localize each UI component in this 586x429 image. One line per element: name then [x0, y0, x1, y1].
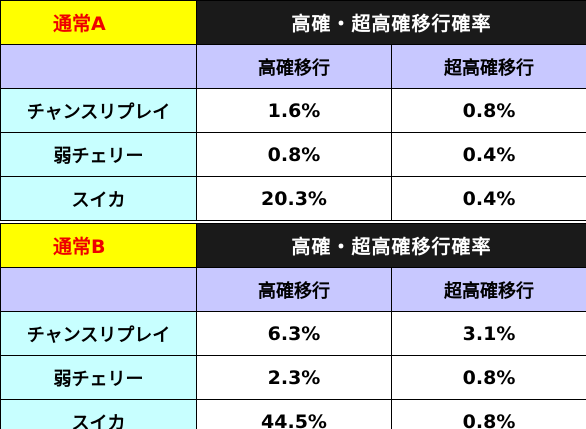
value-cell-high: 44.5%	[196, 399, 392, 429]
row-label: 弱チェリー	[0, 132, 197, 177]
value-cell-high: 0.8%	[196, 132, 392, 177]
value-cell-super-high: 0.8%	[390, 355, 586, 400]
value-cell-high: 20.3%	[196, 176, 392, 221]
value-cell-super-high: 3.1%	[390, 311, 586, 356]
rate-table-a: 通常A 高確・超高確移行確率 高確移行 超高確移行 チャンスリプレイ 1.6% …	[0, 0, 586, 221]
header-blank-cell	[0, 44, 197, 89]
row-label: チャンスリプレイ	[0, 311, 197, 356]
row-label: スイカ	[0, 399, 197, 429]
column-header-row: 高確移行 超高確移行	[0, 44, 586, 89]
value-cell-super-high: 0.8%	[390, 88, 586, 133]
column-header-super-high: 超高確移行	[390, 267, 586, 312]
value-cell-super-high: 0.8%	[390, 399, 586, 429]
table-title-row: 通常B 高確・超高確移行確率	[0, 223, 586, 268]
table-row: チャンスリプレイ 6.3% 3.1%	[0, 311, 586, 356]
value-cell-super-high: 0.4%	[390, 176, 586, 221]
mode-label: 通常B	[0, 223, 197, 268]
column-header-high: 高確移行	[196, 44, 392, 89]
value-cell-high: 2.3%	[196, 355, 392, 400]
value-cell-high: 6.3%	[196, 311, 392, 356]
mode-label: 通常A	[0, 0, 197, 45]
table-title: 高確・超高確移行確率	[195, 223, 586, 268]
table-row: チャンスリプレイ 1.6% 0.8%	[0, 88, 586, 133]
rate-table-b: 通常B 高確・超高確移行確率 高確移行 超高確移行 チャンスリプレイ 6.3% …	[0, 223, 586, 429]
header-blank-cell	[0, 267, 197, 312]
column-header-super-high: 超高確移行	[390, 44, 586, 89]
value-cell-high: 1.6%	[196, 88, 392, 133]
table-row: スイカ 20.3% 0.4%	[0, 176, 586, 221]
row-label: スイカ	[0, 176, 197, 221]
table-row: スイカ 44.5% 0.8%	[0, 399, 586, 429]
column-header-row: 高確移行 超高確移行	[0, 267, 586, 312]
value-cell-super-high: 0.4%	[390, 132, 586, 177]
table-row: 弱チェリー 0.8% 0.4%	[0, 132, 586, 177]
row-label: 弱チェリー	[0, 355, 197, 400]
row-label: チャンスリプレイ	[0, 88, 197, 133]
column-header-high: 高確移行	[196, 267, 392, 312]
table-title-row: 通常A 高確・超高確移行確率	[0, 0, 586, 45]
table-title: 高確・超高確移行確率	[195, 0, 586, 45]
table-row: 弱チェリー 2.3% 0.8%	[0, 355, 586, 400]
